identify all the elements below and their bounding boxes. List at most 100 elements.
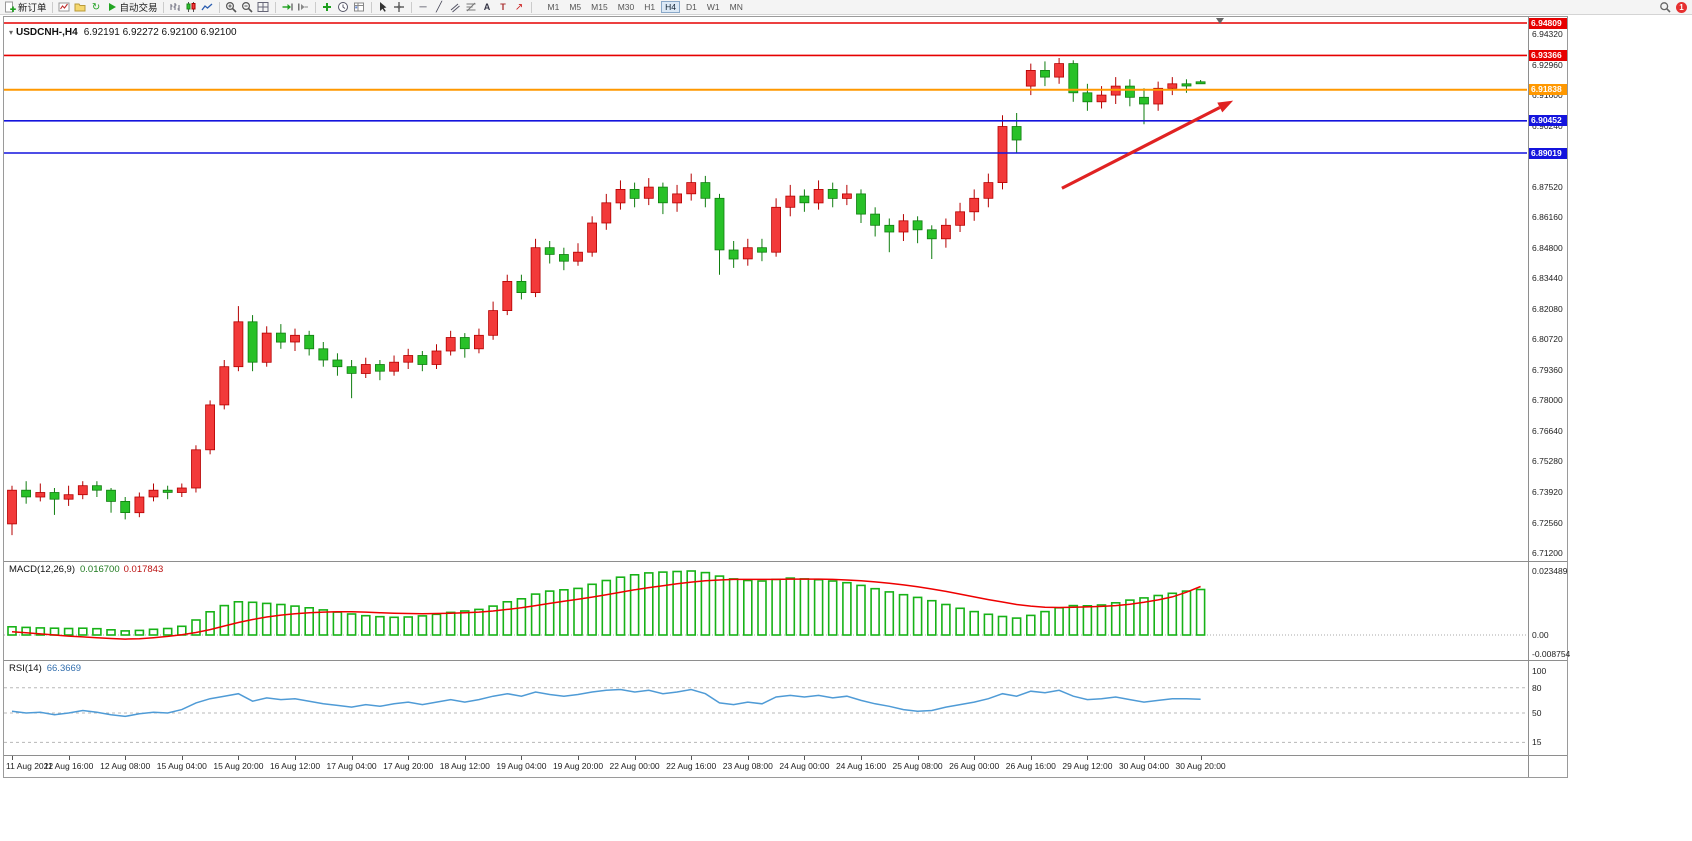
zoom-out-icon: [242, 1, 253, 13]
new-order-button[interactable]: 新订单: [3, 1, 48, 14]
time-axis-tick: [1030, 756, 1032, 760]
search-button[interactable]: [1657, 1, 1672, 14]
time-axis[interactable]: 11 Aug 2022 11 Aug 16:00 12 Aug 08:00 15 Au…: [4, 756, 1528, 777]
new-chart-icon: [58, 2, 70, 12]
price-level-badge: 6.94809: [1529, 17, 1567, 29]
cursor-button[interactable]: [376, 1, 391, 14]
price-axis-label: 6.78000: [1532, 395, 1563, 406]
text-tool-button[interactable]: A: [480, 1, 495, 14]
zoom-in-button[interactable]: [224, 1, 239, 14]
rsi-axis-label: 15: [1532, 737, 1542, 748]
trendline-icon: ╱: [436, 1, 443, 13]
arrows-tool-button[interactable]: ↗: [512, 1, 527, 14]
indicators-plus-icon: [323, 3, 332, 11]
timeframe-button-d1[interactable]: D1: [682, 1, 701, 13]
channel-tool-button[interactable]: [448, 1, 463, 14]
macd-canvas[interactable]: [4, 562, 1528, 660]
toolbar-separator: [530, 1, 532, 13]
toolbar-separator: [162, 1, 164, 13]
price-chart-canvas[interactable]: [4, 17, 1528, 561]
horizontal-line-tool-button[interactable]: ─: [416, 1, 431, 14]
time-axis-label: 30 Aug 20:00: [1175, 761, 1226, 771]
candlestick-chart-type-button[interactable]: [184, 1, 199, 14]
toolbar-separator: [274, 1, 276, 13]
refresh-button[interactable]: ↻: [89, 1, 104, 14]
crosshair-button[interactable]: [392, 1, 407, 14]
fibonacci-tool-button[interactable]: [464, 1, 479, 14]
auto-trading-button[interactable]: 自动交易: [105, 1, 159, 14]
search-icon: [1659, 2, 1671, 13]
time-axis-label: 25 Aug 08:00: [892, 761, 943, 771]
timeframe-button-m30[interactable]: M30: [614, 1, 639, 13]
tile-windows-button[interactable]: [256, 1, 271, 14]
templates-icon: [354, 2, 365, 12]
auto-scroll-button[interactable]: [280, 1, 295, 14]
rsi-axis-label: 100: [1532, 666, 1547, 676]
label-tool-button[interactable]: T: [496, 1, 511, 14]
pane-separator[interactable]: [4, 660, 1567, 661]
new-chart-button[interactable]: [57, 1, 72, 14]
rsi-axis-label: 80: [1532, 682, 1542, 693]
rsi-label: RSI(14) 66.3669: [9, 663, 81, 674]
arrow-tool-icon: ↗: [514, 1, 524, 13]
pane-separator[interactable]: [4, 755, 1567, 756]
macd-name: MACD(12,26,9): [9, 564, 75, 575]
new-order-label: 新订单: [18, 3, 47, 14]
timeframe-button-h1[interactable]: H1: [640, 1, 659, 13]
time-axis-label: 19 Aug 20:00: [552, 761, 604, 771]
notification-badge[interactable]: 1: [1676, 1, 1687, 13]
rsi-canvas[interactable]: [4, 661, 1528, 755]
timeframe-button-m1[interactable]: M1: [544, 1, 564, 13]
bar-chart-icon: [170, 3, 180, 11]
time-axis-tick: [1144, 756, 1145, 760]
price-axis[interactable]: 6.943206.929606.916006.902406.888806.875…: [1528, 17, 1571, 777]
periods-button[interactable]: [336, 1, 351, 14]
macd-label: MACD(12,26,9) 0.016700 0.017843: [9, 564, 163, 575]
time-axis-label: 17 Aug 20:00: [383, 761, 434, 771]
time-axis-tick: [125, 756, 127, 760]
line-chart-type-button[interactable]: [200, 1, 215, 14]
chart-title: ▾ USDCNH-,H4 6.92191 6.92272 6.92100 6.921…: [9, 27, 237, 38]
pane-separator[interactable]: [4, 561, 1567, 562]
time-axis-label: 26 Aug 16:00: [1005, 761, 1056, 771]
templates-button[interactable]: [352, 1, 367, 14]
chart-shift-marker[interactable]: [1216, 18, 1224, 24]
price-level-badge: 6.91838: [1529, 84, 1567, 96]
profiles-button[interactable]: [73, 1, 88, 14]
price-axis-label: 6.75280: [1532, 456, 1563, 467]
time-axis-tick: [634, 756, 636, 760]
timeframe-group: M1 M5 M15 M30 H1 H4 D1 W1 MN: [544, 1, 747, 13]
time-axis-label: 29 Aug 12:00: [1062, 761, 1113, 771]
bar-chart-type-button[interactable]: [168, 1, 183, 14]
price-axis-label: 6.72560: [1532, 517, 1563, 528]
time-axis-label: 22 Aug 00:00: [609, 761, 660, 771]
indicators-button[interactable]: [320, 1, 335, 14]
macd-signal-value: 0.017843: [123, 564, 164, 575]
price-axis-label: 6.71200: [1532, 548, 1563, 559]
time-axis-label: 26 Aug 00:00: [949, 761, 1000, 771]
trendline-tool-button[interactable]: ╱: [432, 1, 447, 14]
toolbar-right-group: 1: [1657, 1, 1689, 14]
timeframe-button-w1[interactable]: W1: [703, 1, 724, 13]
timeframe-button-mn[interactable]: MN: [726, 1, 747, 13]
time-axis-tick: [861, 756, 862, 760]
channel-icon: [450, 3, 460, 13]
zoom-out-button[interactable]: [240, 1, 255, 14]
macd-axis-label: 0.023489: [1532, 565, 1568, 576]
time-axis-label: 22 Aug 16:00: [666, 761, 717, 771]
time-axis-label: 30 Aug 04:00: [1118, 761, 1170, 771]
macd-axis-label: -0.008754: [1532, 649, 1571, 659]
timeframe-button-m15[interactable]: M15: [587, 1, 612, 13]
toolbar-separator: [51, 1, 53, 13]
timeframe-button-h4[interactable]: H4: [661, 1, 680, 13]
time-axis-tick: [295, 756, 296, 760]
timeframe-button-m5[interactable]: M5: [565, 1, 585, 13]
chart-shift-button[interactable]: [296, 1, 311, 14]
time-axis-tick: [181, 756, 183, 760]
one-click-trading-icon[interactable]: ▾: [9, 28, 14, 37]
chart-symbol-timeframe: USDCNH-,H4: [16, 27, 78, 38]
profiles-icon: [74, 3, 86, 12]
toolbar-separator: [218, 1, 220, 13]
label-tool-icon: T: [500, 1, 506, 12]
